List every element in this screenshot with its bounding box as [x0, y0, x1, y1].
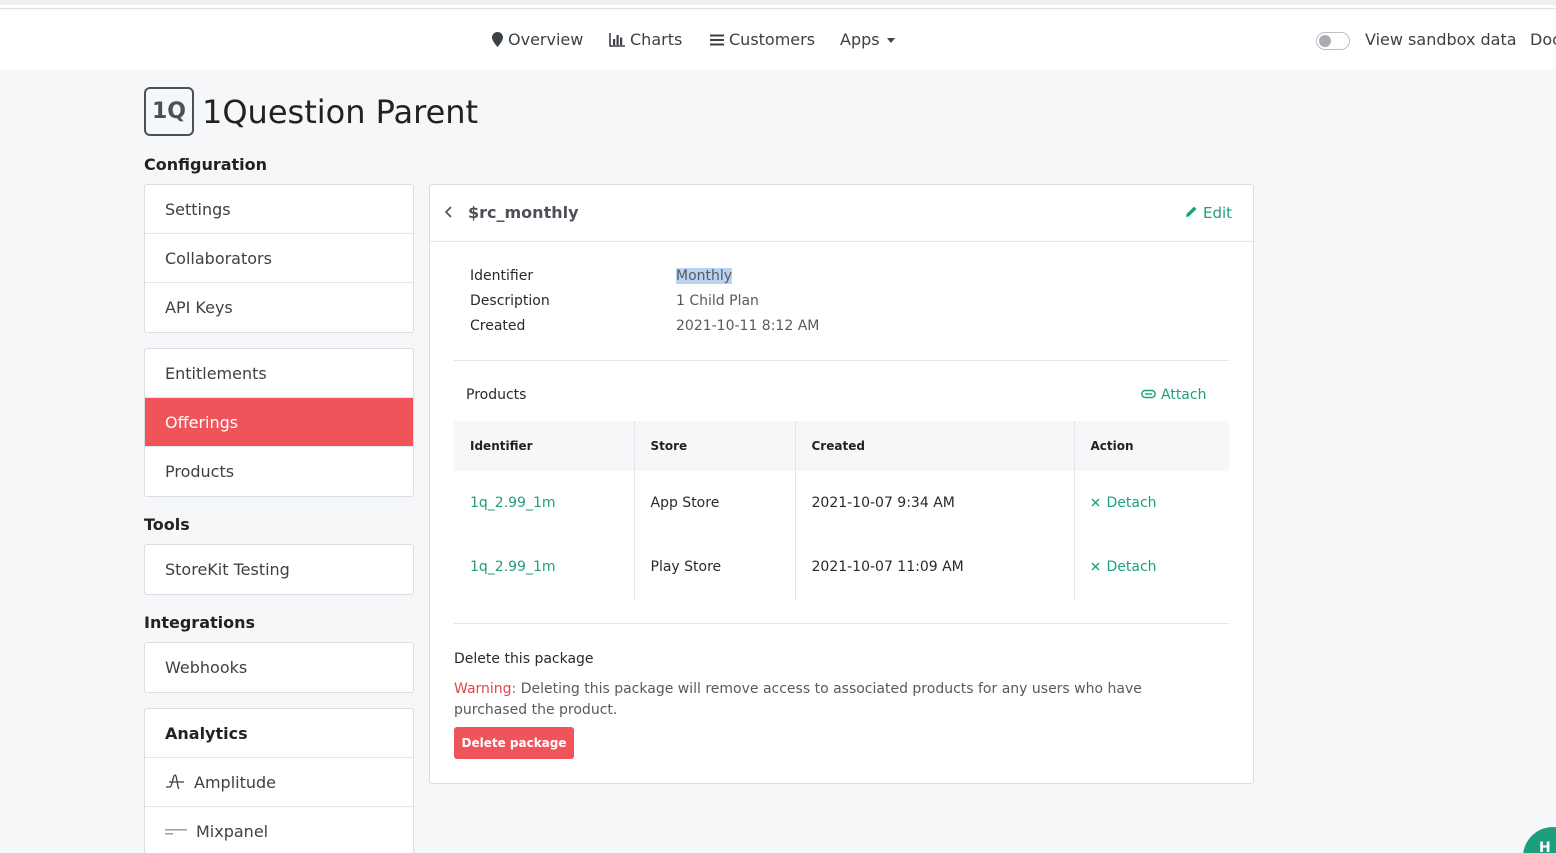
sidebar-item-products[interactable]: Products: [165, 462, 235, 481]
tools-card: StoreKit Testing: [144, 544, 414, 595]
divider: [454, 623, 1229, 624]
help-bubble-label: H: [1539, 840, 1551, 853]
analytics-heading: Analytics: [145, 709, 413, 758]
page-title: 1Question Parent: [202, 92, 479, 131]
sidebar-item-settings[interactable]: Settings: [145, 185, 413, 234]
panel-header: $rc_monthly Edit: [430, 185, 1253, 242]
mixpanel-logo-icon: [165, 828, 187, 836]
link-icon: [1141, 387, 1156, 403]
sidebar-item-amplitude[interactable]: Amplitude: [145, 758, 413, 807]
nav-charts[interactable]: Charts: [609, 30, 682, 49]
product-created: 2021-10-07 11:09 AM: [795, 535, 1075, 599]
help-chat-button[interactable]: H: [1523, 827, 1556, 853]
column-header-identifier: Identifier: [454, 421, 635, 471]
table-header-row: Identifier Store Created Action: [454, 421, 1229, 471]
identifier-label: Identifier: [470, 268, 534, 284]
sidebar-item-collaborators[interactable]: Collaborators: [145, 234, 413, 283]
nav-customers-label: Customers: [729, 30, 816, 49]
sidebar-item-mixpanel[interactable]: Mixpanel: [145, 807, 413, 853]
app-badge: 1Q: [144, 87, 194, 136]
edit-label: Edit: [1203, 204, 1233, 222]
top-navigation: Overview Charts Customers Apps View sand…: [0, 10, 1556, 70]
list-icon: [710, 34, 724, 46]
identifier-value: Monthly: [676, 268, 733, 284]
table-row: 1q_2.99_1m Play Store 2021-10-07 11:09 A…: [454, 535, 1229, 599]
delete-warning: Warning: Deleting this package will remo…: [454, 679, 1214, 721]
detach-label: Detach: [1106, 495, 1157, 511]
caret-down-icon: [886, 37, 895, 43]
column-header-created: Created: [795, 421, 1075, 471]
tools-heading: Tools: [144, 515, 190, 534]
detach-button[interactable]: Detach: [1091, 495, 1157, 511]
nav-overview[interactable]: Overview: [492, 30, 583, 49]
amplitude-logo-icon: [165, 773, 185, 791]
nav-charts-label: Charts: [630, 30, 683, 49]
sidebar-item-api-keys[interactable]: API Keys: [165, 298, 233, 317]
nav-overview-label: Overview: [508, 30, 584, 49]
attach-button[interactable]: Attach: [1141, 387, 1206, 403]
edit-button[interactable]: Edit: [1185, 204, 1232, 222]
product-store: App Store: [634, 471, 796, 535]
description-label: Description: [470, 293, 550, 309]
bar-chart-icon: [609, 32, 625, 47]
package-title: $rc_monthly: [468, 203, 579, 222]
column-header-action: Action: [1074, 421, 1229, 471]
docs-link[interactable]: Doc: [1530, 30, 1556, 49]
product-action-cell: Detach: [1074, 535, 1229, 599]
nav-apps-label: Apps: [840, 30, 880, 49]
products-section-label: Products: [466, 387, 527, 403]
divider: [454, 360, 1229, 361]
product-identifier-link[interactable]: 1q_2.99_1m: [454, 535, 635, 599]
sidebar-item-webhooks[interactable]: Webhooks: [165, 658, 248, 677]
close-icon: [1091, 559, 1100, 575]
delete-package-button[interactable]: Delete package: [454, 727, 574, 759]
amplitude-label: Amplitude: [194, 772, 276, 792]
created-value: 2021-10-11 8:12 AM: [676, 318, 820, 334]
description-value: 1 Child Plan: [676, 293, 759, 309]
integrations-heading: Integrations: [144, 613, 256, 632]
identifier-value-text: Monthly: [676, 268, 733, 284]
warning-message: Deleting this package will remove access…: [454, 681, 1142, 718]
sidebar-item-storekit-testing[interactable]: StoreKit Testing: [165, 560, 290, 579]
products-table: Identifier Store Created Action 1q_2.99_…: [454, 421, 1229, 599]
config-card-products: Entitlements Offerings Products: [144, 348, 414, 497]
toggle-knob: [1319, 35, 1331, 47]
back-chevron-icon[interactable]: [444, 204, 453, 224]
warning-prefix: Warning:: [454, 681, 517, 697]
table-row: 1q_2.99_1m App Store 2021-10-07 9:34 AM …: [454, 471, 1229, 535]
product-created: 2021-10-07 9:34 AM: [795, 471, 1075, 535]
sandbox-label: View sandbox data: [1365, 30, 1517, 49]
sidebar-item-offerings[interactable]: Offerings: [145, 398, 413, 447]
nav-apps-dropdown[interactable]: Apps: [840, 30, 895, 49]
product-action-cell: Detach: [1074, 471, 1229, 535]
app-header: 1Q 1Question Parent: [144, 87, 478, 136]
configuration-heading: Configuration: [144, 155, 268, 174]
delete-section-title: Delete this package: [454, 651, 594, 667]
column-header-store: Store: [634, 421, 796, 471]
pencil-icon: [1185, 204, 1198, 222]
sidebar-item-entitlements[interactable]: Entitlements: [145, 349, 413, 398]
config-card-general: Settings Collaborators API Keys: [144, 184, 414, 333]
detach-button[interactable]: Detach: [1091, 559, 1157, 575]
sandbox-toggle[interactable]: [1316, 32, 1350, 50]
package-detail-panel: $rc_monthly Edit Identifier Monthly Desc…: [429, 184, 1254, 784]
detach-label: Detach: [1106, 559, 1157, 575]
mixpanel-label: Mixpanel: [196, 822, 269, 841]
product-identifier-link[interactable]: 1q_2.99_1m: [454, 471, 635, 535]
browser-top-strip: [0, 0, 1556, 9]
map-marker-icon: [492, 32, 503, 47]
product-store: Play Store: [634, 535, 796, 599]
created-label: Created: [470, 318, 526, 334]
analytics-card: Analytics Amplitude Mixpanel: [144, 708, 414, 853]
attach-label: Attach: [1161, 387, 1207, 403]
integrations-card: Webhooks: [144, 642, 414, 693]
nav-customers[interactable]: Customers: [710, 30, 815, 49]
close-icon: [1091, 495, 1100, 511]
